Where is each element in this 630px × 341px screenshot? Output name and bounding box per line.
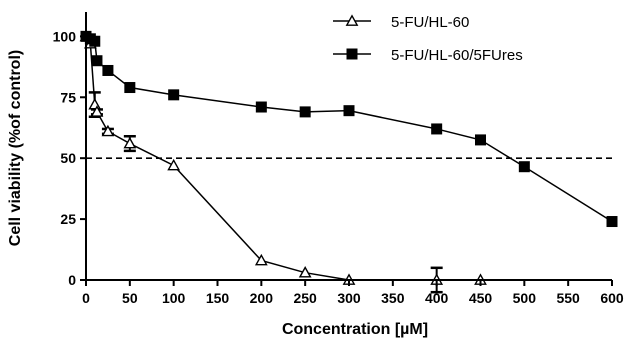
data-point xyxy=(102,64,114,76)
data-point xyxy=(101,124,115,137)
legend-marker xyxy=(345,14,359,26)
data-point xyxy=(606,216,618,228)
x-tick-label: 50 xyxy=(122,290,138,306)
y-tick-label: 100 xyxy=(53,28,77,44)
data-point xyxy=(298,266,312,278)
data-point xyxy=(124,82,136,94)
x-tick-label: 250 xyxy=(293,290,317,306)
data-point xyxy=(91,55,103,67)
x-axis-title: Concentration [µM] xyxy=(282,321,428,338)
legend-marker xyxy=(346,48,358,60)
legend: 5-FU/HL-60 5-FU/HL-60/5FUres xyxy=(333,14,523,64)
data-point xyxy=(518,161,530,173)
legend-label: 5-FU/HL-60/5FUres xyxy=(391,47,523,64)
data-point xyxy=(90,105,104,117)
x-tick-label: 600 xyxy=(600,290,624,306)
data-point xyxy=(89,35,101,47)
x-tick-label: 450 xyxy=(469,290,493,306)
x-tick-label: 300 xyxy=(337,290,361,306)
data-point xyxy=(255,101,267,113)
x-tick-label: 350 xyxy=(381,290,405,306)
x-tick-label: 150 xyxy=(206,290,230,306)
y-axis-title: Cell viability (%of control) xyxy=(7,50,24,246)
x-tick-label: 400 xyxy=(425,290,449,306)
x-tick-label: 100 xyxy=(162,290,186,306)
data-point xyxy=(167,158,181,171)
data-point xyxy=(168,89,180,101)
y-tick-label: 0 xyxy=(68,272,76,288)
data-point xyxy=(123,136,137,149)
x-tick-label: 550 xyxy=(556,290,580,306)
x-tick-label: 500 xyxy=(513,290,537,306)
series-line xyxy=(85,35,613,223)
data-point xyxy=(254,253,268,266)
x-tick-label: 0 xyxy=(82,290,90,306)
legend-label: 5-FU/HL-60 xyxy=(391,14,469,31)
data-point xyxy=(343,105,355,117)
y-tick-label: 75 xyxy=(60,89,76,105)
data-point xyxy=(475,134,486,146)
data-point xyxy=(88,97,102,110)
axes-layer: 0 25 50 75 100 0 50 100 150 200 250 300 350 400 450 500… xyxy=(53,12,624,306)
data-point xyxy=(299,106,311,118)
x-tick-label: 200 xyxy=(250,290,274,306)
data-point xyxy=(431,123,443,135)
y-tick-label: 50 xyxy=(60,150,76,166)
y-tick-label: 25 xyxy=(60,211,76,227)
